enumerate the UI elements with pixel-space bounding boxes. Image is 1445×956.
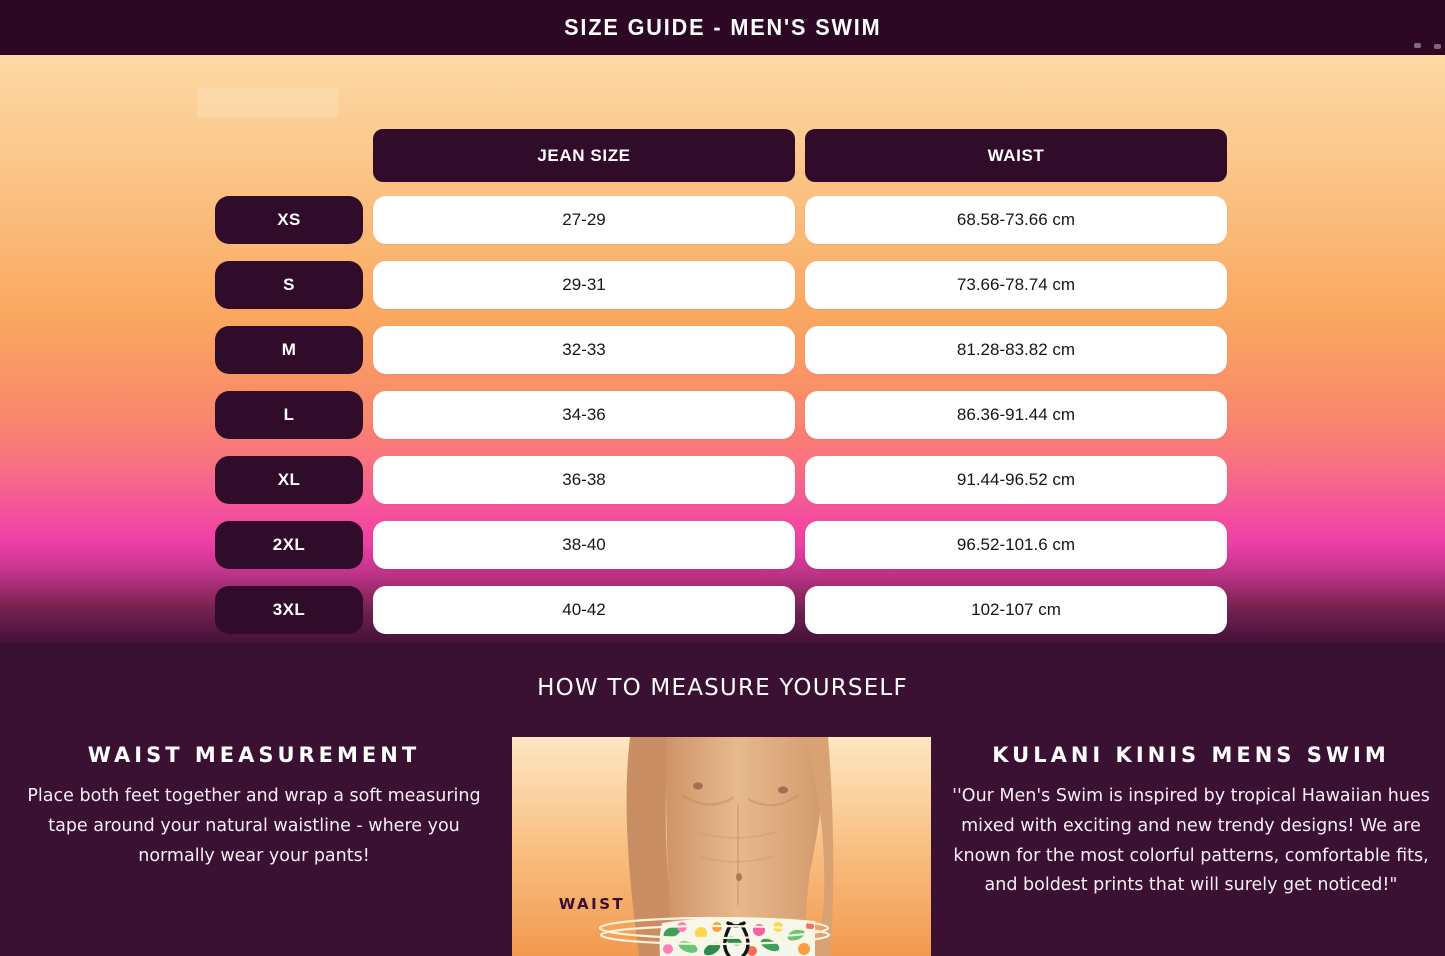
table-row: L 34-36 86.36-91.44 cm [215,391,1227,439]
model-left-arm [626,737,677,956]
jean-size-value: 27-29 [373,196,795,244]
waist-measurement-block: WAIST MEASUREMENT Place both feet togeth… [15,743,493,871]
column-header-jean-size: JEAN SIZE [373,129,795,182]
model-navel [736,873,742,881]
table-header-row: JEAN SIZE WAIST [215,129,1227,182]
size-label-l: L [215,391,363,439]
column-header-waist: WAIST [805,129,1227,182]
model-right-arm [805,737,834,956]
ui-artifact-dot [1414,43,1421,48]
section-title: HOW TO MEASURE YOURSELF [537,675,908,701]
how-to-measure-section: HOW TO MEASURE YOURSELF WAIST MEASUREMEN… [0,643,1445,956]
table-row: 2XL 38-40 96.52-101.6 cm [215,521,1227,569]
size-label-3xl: 3XL [215,586,363,634]
size-label-m: M [215,326,363,374]
jean-size-value: 29-31 [373,261,795,309]
table-row: XS 27-29 68.58-73.66 cm [215,196,1227,244]
size-chart-section: JEAN SIZE WAIST XS 27-29 68.58-73.66 cm … [0,55,1445,643]
jean-size-value: 34-36 [373,391,795,439]
faded-placeholder-rect [197,88,338,118]
brand-quote-block: KULANI KINIS MENS SWIM ''Our Men's Swim … [952,743,1430,901]
table-row: S 29-31 73.66-78.74 cm [215,261,1227,309]
jean-size-value: 36-38 [373,456,795,504]
size-label-2xl: 2XL [215,521,363,569]
waist-measurement-heading: WAIST MEASUREMENT [87,743,421,767]
jean-size-value: 40-42 [373,586,795,634]
table-row: 3XL 40-42 102-107 cm [215,586,1227,634]
size-label-s: S [215,261,363,309]
model-chest-detail [693,782,703,790]
ui-artifact-dot [1434,44,1441,49]
brand-body: ''Our Men's Swim is inspired by tropical… [952,786,1430,896]
model-chest-detail [778,786,788,794]
model-photo: WAIST [512,737,931,956]
size-table: JEAN SIZE WAIST XS 27-29 68.58-73.66 cm … [215,129,1227,651]
waist-value: 73.66-78.74 cm [805,261,1227,309]
header-spacer [215,129,363,182]
size-label-xl: XL [215,456,363,504]
title-bar: SIZE GUIDE - MEN'S SWIM [0,0,1445,55]
measuring-tape-ring [598,916,831,946]
table-row: XL 36-38 91.44-96.52 cm [215,456,1227,504]
waist-value: 91.44-96.52 cm [805,456,1227,504]
size-label-xs: XS [215,196,363,244]
table-row: M 32-33 81.28-83.82 cm [215,326,1227,374]
waist-value: 68.58-73.66 cm [805,196,1227,244]
jean-size-value: 38-40 [373,521,795,569]
jean-size-value: 32-33 [373,326,795,374]
page-title: SIZE GUIDE - MEN'S SWIM [563,14,882,40]
waist-measurement-body: Place both feet together and wrap a soft… [27,786,481,866]
waist-value: 102-107 cm [805,586,1227,634]
waist-label: WAIST [559,895,626,913]
waist-value: 81.28-83.82 cm [805,326,1227,374]
waist-value: 86.36-91.44 cm [805,391,1227,439]
brand-heading: KULANI KINIS MENS SWIM [992,743,1390,767]
waist-value: 96.52-101.6 cm [805,521,1227,569]
